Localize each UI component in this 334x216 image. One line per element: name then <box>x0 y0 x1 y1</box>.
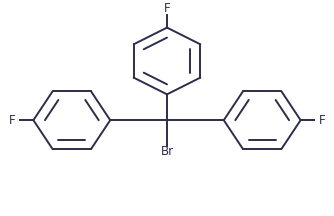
Text: Br: Br <box>160 145 174 158</box>
Text: F: F <box>8 114 15 127</box>
Text: F: F <box>319 114 326 127</box>
Text: F: F <box>164 2 170 15</box>
